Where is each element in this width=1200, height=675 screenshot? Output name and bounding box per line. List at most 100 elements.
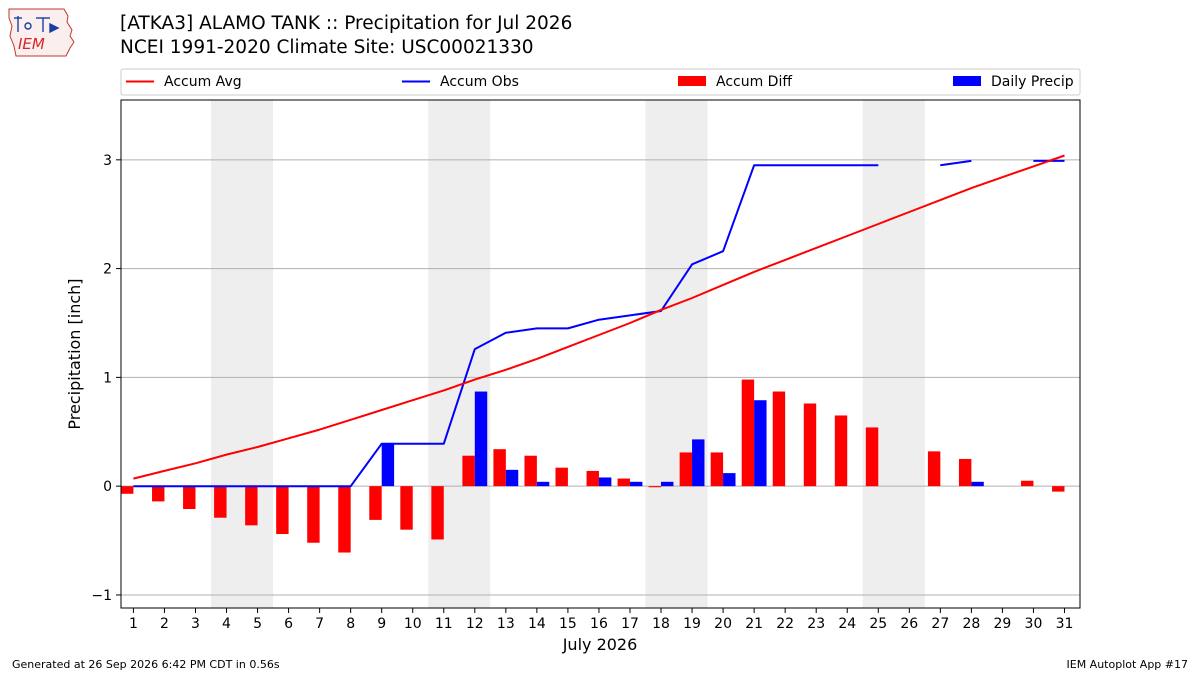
x-tick-label: 22 <box>776 616 794 632</box>
x-tick-label: 3 <box>191 616 200 632</box>
accum-diff-bar <box>648 486 662 488</box>
x-tick-label: 17 <box>621 616 639 632</box>
legend-label-accum-avg: Accum Avg <box>164 74 242 90</box>
daily-precip-bar <box>598 477 612 487</box>
x-tick-label: 11 <box>435 616 453 632</box>
accum-diff-bar <box>741 379 755 487</box>
accum-diff-bar <box>462 455 475 487</box>
iem-logo: IEM <box>8 8 75 57</box>
x-tick-label: 23 <box>807 616 825 632</box>
y-tick-label: 0 <box>103 479 112 495</box>
x-tick-label: 8 <box>346 616 355 632</box>
accum-diff-bar <box>245 486 258 526</box>
legend-swatch-accum-diff <box>678 76 706 86</box>
x-tick-label: 29 <box>993 616 1011 632</box>
x-tick-label: 4 <box>222 616 231 632</box>
accum-diff-bar <box>803 403 817 487</box>
x-tick-label: 10 <box>404 616 422 632</box>
title-line-2: NCEI 1991-2020 Climate Site: USC00021330 <box>120 37 534 58</box>
x-tick-label: 12 <box>466 616 484 632</box>
x-tick-label: 13 <box>497 616 515 632</box>
x-tick-label: 31 <box>1056 616 1074 632</box>
daily-precip-bar <box>629 481 643 487</box>
x-tick-label: 24 <box>838 616 856 632</box>
accum-diff-bar <box>369 486 382 520</box>
accum-diff-bar <box>834 415 848 487</box>
x-tick-label: 16 <box>590 616 608 632</box>
accum-diff-bar <box>927 451 941 487</box>
legend: Accum Avg Accum Obs Accum Diff Daily Pre… <box>120 68 1081 96</box>
plot-frame <box>120 99 1081 609</box>
accum-diff-bar <box>431 486 444 540</box>
daily-precip-bar <box>474 391 488 487</box>
x-tick-label: 6 <box>284 616 293 632</box>
accum-diff-bar <box>865 427 879 487</box>
weekend-band <box>862 100 925 608</box>
accum-diff-bar <box>679 452 693 487</box>
x-tick-label: 5 <box>253 616 262 632</box>
accum-diff-bar <box>307 486 320 543</box>
accum-diff-bar <box>276 486 289 535</box>
generated-timestamp: Generated at 26 Sep 2026 6:42 PM CDT in … <box>12 658 280 671</box>
daily-precip-bar <box>661 481 674 487</box>
y-tick-label: −1 <box>91 588 112 604</box>
y-tick-label: 3 <box>103 153 112 169</box>
x-tick-label: 21 <box>745 616 763 632</box>
accum-diff-bar <box>121 486 134 494</box>
logo-text: IEM <box>18 35 45 53</box>
title-line-1: [ATKA3] ALAMO TANK :: Precipitation for … <box>120 13 573 34</box>
y-tick-label: 2 <box>103 262 112 278</box>
accum-avg-line <box>133 154 1065 480</box>
x-tick-label: 19 <box>683 616 701 632</box>
legend-swatch-daily-precip <box>953 76 981 86</box>
accum-diff-bar <box>555 467 568 487</box>
legend-label-daily-precip: Daily Precip <box>991 74 1074 90</box>
legend-label-accum-diff: Accum Diff <box>716 74 792 90</box>
accum-diff-bar <box>493 449 506 487</box>
x-tick-label: 18 <box>652 616 670 632</box>
legend-label-accum-obs: Accum Obs <box>440 74 519 90</box>
app-id: IEM Autoplot App #17 <box>1066 658 1189 671</box>
x-tick-label: 20 <box>714 616 732 632</box>
accum-diff-bar <box>617 478 630 487</box>
accum-diff-bar <box>524 455 537 487</box>
y-axis-label: Precipitation [inch] <box>65 278 84 429</box>
accum-diff-bar <box>338 486 351 553</box>
x-tick-label: 9 <box>377 616 386 632</box>
x-tick-label: 7 <box>315 616 324 632</box>
x-tick-label: 1 <box>129 616 138 632</box>
x-tick-label: 28 <box>962 616 980 632</box>
daily-precip-bar <box>692 439 705 487</box>
accum-diff-bar <box>214 486 227 518</box>
accum-diff-bar <box>183 486 196 510</box>
x-tick-label: 26 <box>900 616 918 632</box>
accum-obs-line <box>940 159 972 167</box>
accum-obs-line <box>133 164 879 488</box>
daily-precip-bar <box>723 473 736 487</box>
accum-diff-bar <box>1052 486 1065 492</box>
accum-diff-bar <box>586 470 599 487</box>
accum-diff-bar <box>400 486 413 530</box>
y-tick-label: 1 <box>103 370 112 386</box>
daily-precip-bar <box>505 469 519 487</box>
daily-precip-bar <box>381 443 395 487</box>
x-tick-label: 15 <box>559 616 577 632</box>
weekend-band <box>645 100 708 608</box>
daily-precip-bar <box>971 481 984 487</box>
x-tick-label: 14 <box>528 616 546 632</box>
daily-precip-bar <box>754 400 767 487</box>
x-tick-label: 27 <box>931 616 949 632</box>
x-axis-label: July 2026 <box>562 635 638 654</box>
daily-precip-bar <box>536 481 550 487</box>
chart-title: [ATKA3] ALAMO TANK :: Precipitation for … <box>120 12 572 60</box>
accum-diff-bar <box>772 391 786 487</box>
weekend-band <box>211 100 274 608</box>
accum-diff-bar <box>958 458 972 487</box>
x-tick-label: 2 <box>160 616 169 632</box>
x-tick-label: 30 <box>1025 616 1043 632</box>
accum-diff-bar <box>1021 480 1034 487</box>
accum-diff-bar <box>152 486 165 502</box>
x-tick-label: 25 <box>869 616 887 632</box>
accum-diff-bar <box>710 452 724 487</box>
